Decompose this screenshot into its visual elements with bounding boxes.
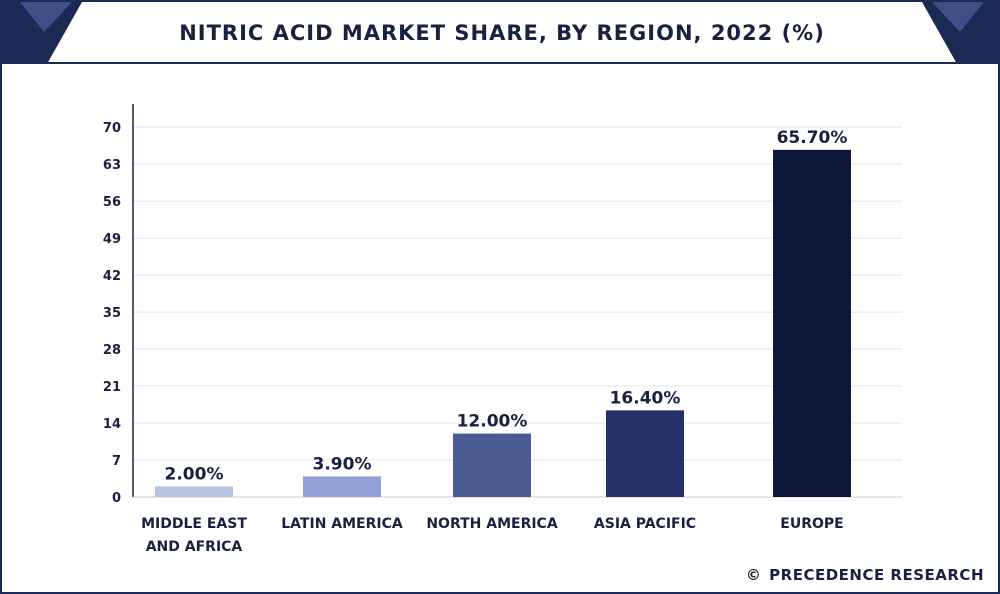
banner-right-corner — [922, 2, 1000, 64]
credit-text-container: © PRECEDENCE RESEARCH — [746, 566, 984, 584]
bar-value-label: 2.00% — [165, 464, 224, 484]
bar-value-label: 16.40% — [610, 388, 681, 408]
x-tick-label: ASIA PACIFIC — [594, 516, 696, 532]
x-tick-label: AND AFRICA — [146, 539, 243, 555]
copyright-icon: © — [745, 566, 762, 584]
chart-title: NITRIC ACID MARKET SHARE, BY REGION, 202… — [179, 21, 825, 45]
x-tick-label: LATIN AMERICA — [281, 516, 403, 532]
y-tick-label: 14 — [103, 417, 121, 432]
bar-value-label: 65.70% — [777, 128, 848, 148]
bar — [453, 433, 531, 497]
y-tick-label: 35 — [103, 306, 121, 321]
y-tick-label: 42 — [103, 269, 121, 284]
bar-value-label: 3.90% — [313, 454, 372, 474]
y-tick-label: 49 — [103, 232, 121, 247]
bar-chart: 0 7 14 21 28 35 42 49 56 63 70 2.00% MIDDLE EAST AND … — [103, 104, 902, 555]
y-tick-label: 28 — [103, 343, 121, 358]
title-banner — [2, 2, 1000, 64]
y-tick-label: 56 — [103, 195, 121, 210]
banner-left-corner — [2, 2, 82, 64]
x-tick-label: MIDDLE EAST — [141, 516, 247, 532]
bar-value-label: 12.00% — [457, 412, 528, 432]
y-tick-label: 63 — [103, 158, 121, 173]
y-tick-label: 7 — [112, 454, 121, 469]
y-tick-label: 21 — [103, 380, 121, 395]
y-tick-label: 0 — [112, 491, 121, 506]
x-tick-label: EUROPE — [780, 516, 843, 532]
x-tick-label: NORTH AMERICA — [426, 516, 558, 532]
y-tick-label: 70 — [103, 121, 121, 136]
bar — [303, 476, 381, 497]
banner-right-accent — [932, 2, 984, 32]
bar — [606, 410, 684, 497]
credit-text: PRECEDENCE RESEARCH — [769, 566, 984, 584]
bar — [773, 149, 851, 497]
bar — [155, 486, 233, 497]
banner-left-accent — [20, 2, 72, 32]
